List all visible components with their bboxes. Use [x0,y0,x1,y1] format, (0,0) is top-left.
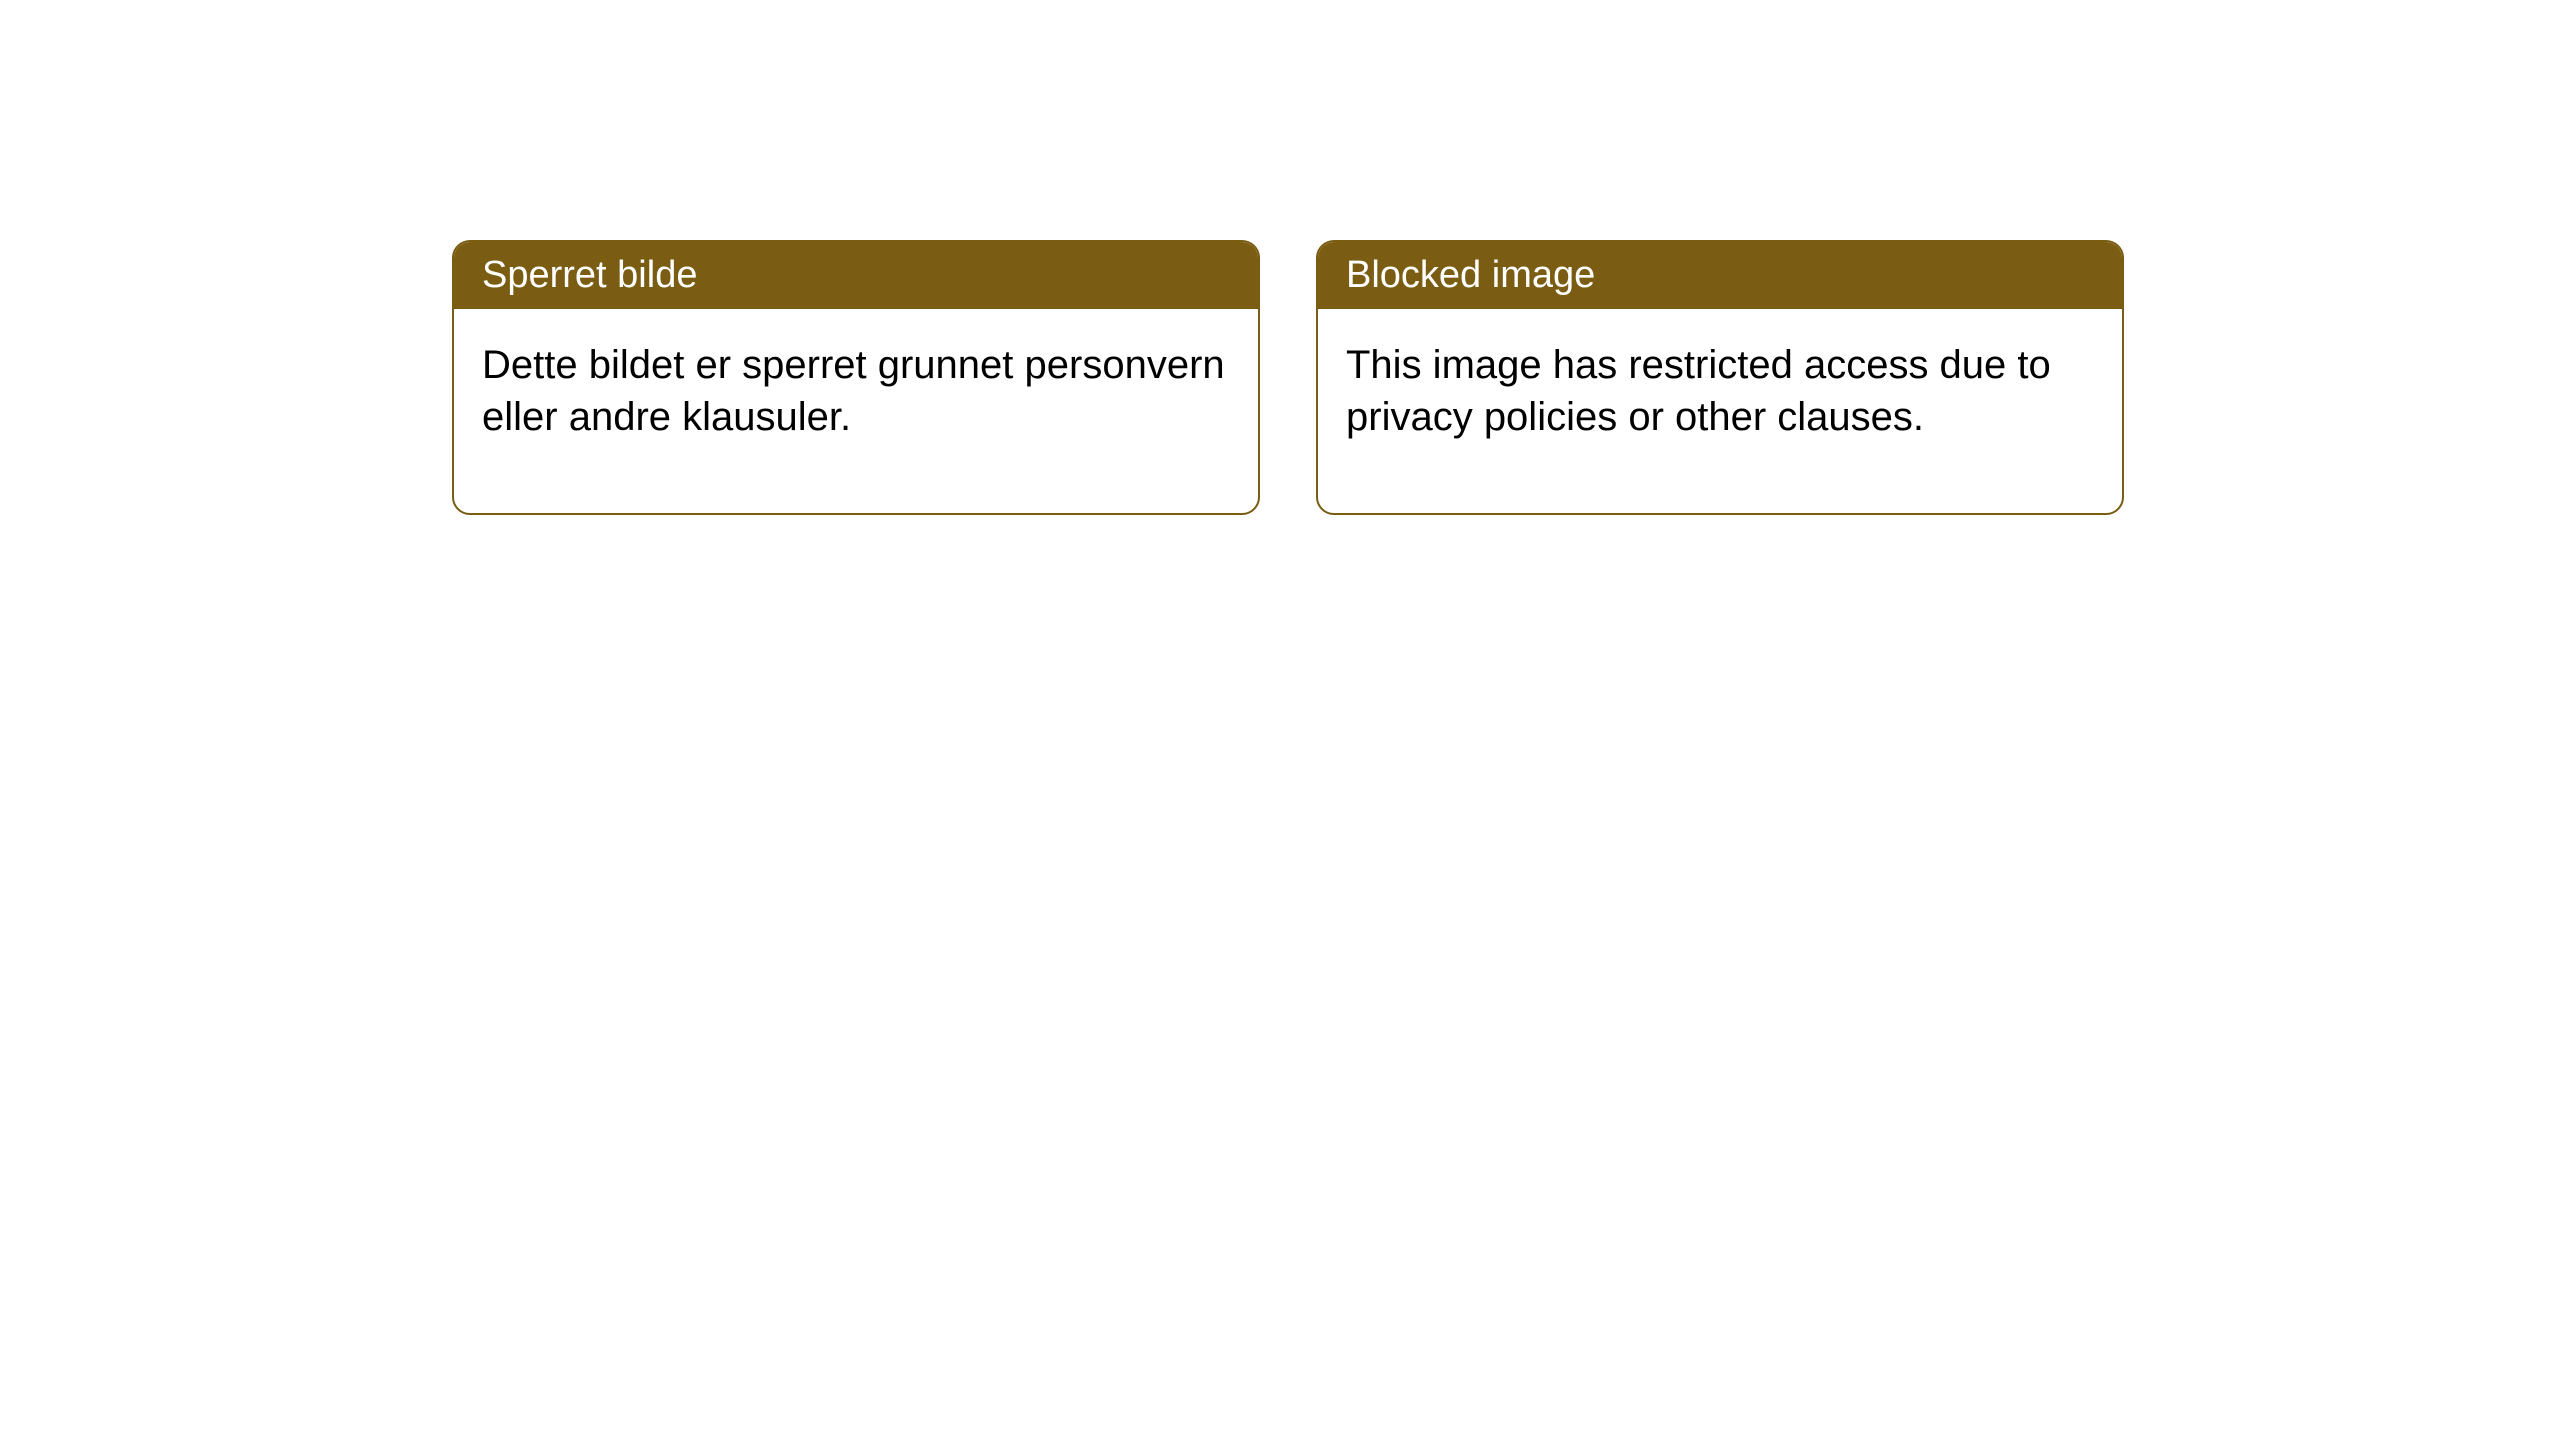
card-body: This image has restricted access due to … [1318,309,2122,513]
card-header-text: Blocked image [1346,254,1595,296]
card-body-text: This image has restricted access due to … [1346,343,2051,439]
card-header: Sperret bilde [454,242,1258,309]
card-body: Dette bildet er sperret grunnet personve… [454,309,1258,513]
card-header: Blocked image [1318,242,2122,309]
cards-container: Sperret bilde Dette bildet er sperret gr… [452,240,2560,515]
card-english: Blocked image This image has restricted … [1316,240,2124,515]
card-norwegian: Sperret bilde Dette bildet er sperret gr… [452,240,1260,515]
card-header-text: Sperret bilde [482,254,697,296]
card-body-text: Dette bildet er sperret grunnet personve… [482,343,1225,439]
